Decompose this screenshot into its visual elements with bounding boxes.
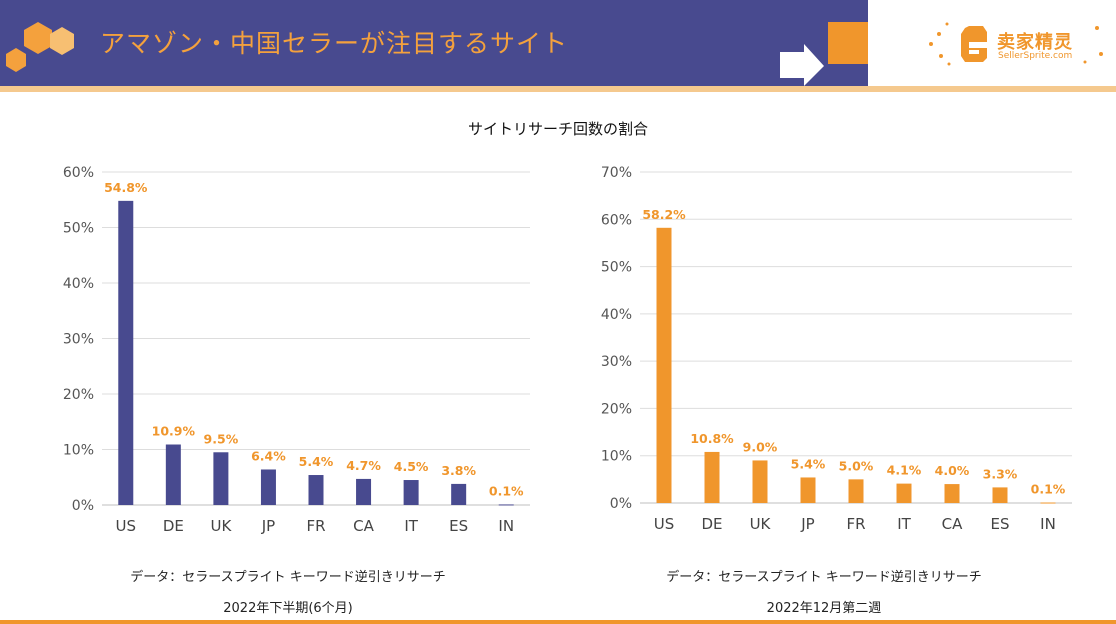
y-tick-label: 20% bbox=[601, 401, 632, 417]
data-label: 4.0% bbox=[935, 463, 970, 478]
bar bbox=[992, 487, 1008, 503]
bar-chart-right: 0% 10% 20% 30% 40% 50% 60% 70% 58.2% US 10.8% DE 9.0… bbox=[601, 165, 1072, 533]
y-tick-label: 30% bbox=[601, 354, 632, 370]
bar bbox=[260, 469, 276, 505]
y-tick-label: 60% bbox=[601, 212, 632, 228]
data-label: 0.1% bbox=[489, 483, 524, 498]
y-tick-label: 40% bbox=[63, 276, 94, 292]
y-tick-label: 30% bbox=[63, 332, 94, 348]
data-label: 4.7% bbox=[346, 458, 381, 473]
data-label: 4.1% bbox=[887, 463, 922, 478]
header-divider bbox=[0, 86, 1116, 92]
x-tick-label: CA bbox=[353, 517, 374, 535]
bar bbox=[848, 479, 864, 503]
bar bbox=[752, 460, 768, 503]
x-tick-label: UK bbox=[210, 517, 232, 535]
bar bbox=[356, 478, 372, 505]
x-tick-label: US bbox=[654, 515, 675, 533]
logo-text-en: SellerSprite.com bbox=[998, 51, 1073, 61]
x-tick-label: IT bbox=[897, 515, 911, 533]
x-tick-label: DE bbox=[701, 515, 722, 533]
data-label: 5.4% bbox=[791, 456, 826, 471]
data-label: 5.4% bbox=[299, 454, 334, 469]
x-tick-label: JP bbox=[800, 515, 814, 533]
chart-title: サイトリサーチ回数の割合 bbox=[467, 120, 648, 138]
x-tick-label: IN bbox=[498, 517, 514, 535]
header-band bbox=[0, 0, 868, 86]
x-tick-label: IT bbox=[404, 517, 418, 535]
bar-chart-left: 0% 10% 20% 30% 40% 50% 60% 54.8% US 10.9% DE 9.5% UK… bbox=[63, 165, 530, 535]
caption-period-left: 2022年下半期(6个月) bbox=[223, 601, 353, 616]
y-tick-label: 10% bbox=[601, 449, 632, 465]
x-tick-label: FR bbox=[846, 515, 865, 533]
logo-text-cn: 卖家精灵 bbox=[997, 32, 1073, 53]
x-tick-label: ES bbox=[449, 517, 468, 535]
bar bbox=[704, 451, 720, 503]
caption-source-left: データ：セラースプライト キーワード逆引きリサーチ bbox=[130, 570, 446, 585]
bar bbox=[498, 504, 514, 506]
bar bbox=[118, 200, 134, 506]
page-title: アマゾン・中国セラーが注目するサイト bbox=[100, 29, 569, 58]
footer-divider bbox=[0, 620, 1116, 624]
data-label: 3.8% bbox=[441, 463, 476, 478]
x-tick-label: IN bbox=[1040, 515, 1056, 533]
data-label: 58.2% bbox=[642, 207, 686, 222]
y-tick-label: 60% bbox=[63, 165, 94, 181]
bar bbox=[451, 483, 467, 505]
y-tick-label: 20% bbox=[63, 387, 94, 403]
bar bbox=[800, 477, 816, 503]
x-tick-label: JP bbox=[261, 517, 275, 535]
y-tick-label: 70% bbox=[601, 165, 632, 181]
data-label: 6.4% bbox=[251, 448, 286, 463]
bar bbox=[944, 484, 960, 503]
y-tick-label: 40% bbox=[601, 307, 632, 323]
data-label: 9.5% bbox=[204, 431, 239, 446]
bar bbox=[165, 444, 181, 505]
data-label: 10.9% bbox=[152, 424, 196, 439]
y-tick-label: 10% bbox=[63, 443, 94, 459]
bar bbox=[308, 475, 324, 505]
data-label: 9.0% bbox=[743, 439, 778, 454]
y-tick-label: 0% bbox=[610, 496, 632, 512]
x-tick-label: CA bbox=[942, 515, 963, 533]
sellersprite-logo-icon bbox=[929, 22, 1103, 66]
bar bbox=[213, 452, 229, 505]
header: アマゾン・中国セラーが注目するサイト 卖家精灵 SellerSprite.com bbox=[0, 0, 1116, 86]
data-label: 10.8% bbox=[690, 431, 734, 446]
bar bbox=[656, 227, 672, 503]
hexagon-decoration-icon bbox=[6, 22, 74, 72]
y-tick-label: 50% bbox=[63, 221, 94, 237]
data-label: 3.3% bbox=[983, 466, 1018, 481]
bar bbox=[403, 480, 419, 505]
x-tick-label: FR bbox=[306, 517, 325, 535]
data-label: 5.0% bbox=[839, 458, 874, 473]
bar bbox=[896, 483, 912, 503]
y-tick-label: 0% bbox=[72, 498, 94, 514]
data-label: 0.1% bbox=[1031, 482, 1066, 497]
caption-source-right: データ：セラースプライト キーワード逆引きリサーチ bbox=[666, 570, 982, 585]
logo-area bbox=[868, 0, 1116, 86]
bar bbox=[1040, 502, 1056, 504]
caption-period-right: 2022年12月第二週 bbox=[766, 601, 882, 616]
data-label: 54.8% bbox=[104, 180, 148, 195]
x-tick-label: UK bbox=[750, 515, 772, 533]
x-tick-label: US bbox=[116, 517, 137, 535]
data-label: 4.5% bbox=[394, 459, 429, 474]
y-tick-label: 50% bbox=[601, 260, 632, 276]
x-tick-label: DE bbox=[163, 517, 184, 535]
x-tick-label: ES bbox=[991, 515, 1010, 533]
